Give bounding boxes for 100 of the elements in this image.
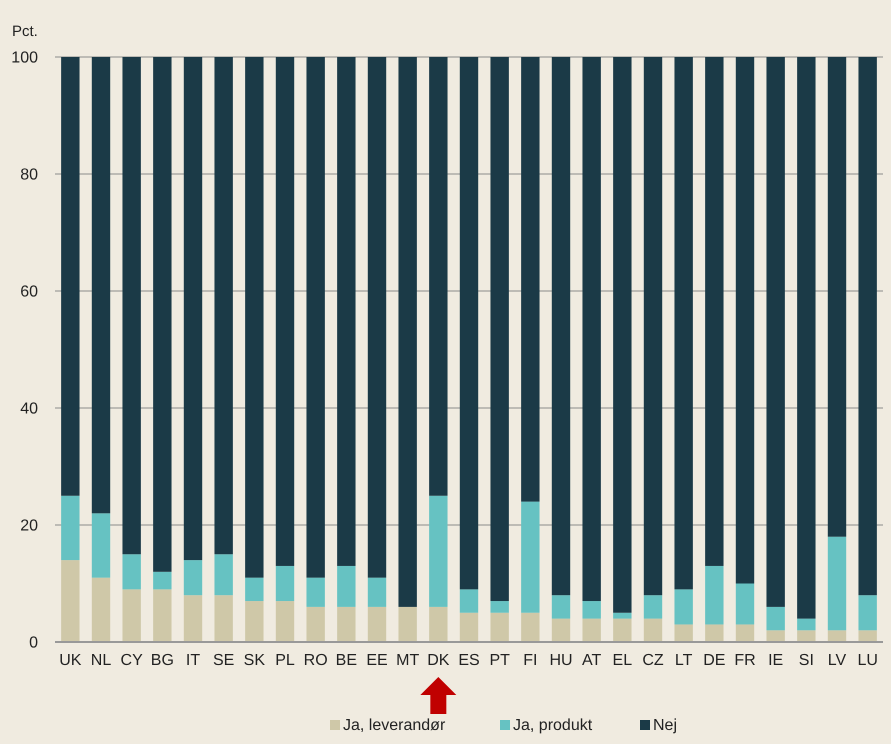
bar — [736, 57, 754, 584]
bar — [214, 57, 233, 554]
bar — [613, 612, 632, 619]
bar — [61, 496, 80, 560]
y-tick-label: 60 — [20, 284, 38, 301]
bar — [92, 57, 110, 514]
x-tick-label: IE — [768, 652, 784, 669]
bar — [797, 618, 816, 630]
y-tick-label: 100 — [11, 50, 38, 67]
x-tick-label: LV — [828, 652, 847, 669]
bar — [460, 589, 478, 613]
x-tick-label: PL — [275, 652, 295, 669]
bar — [705, 566, 724, 624]
x-tick-label: BE — [336, 652, 358, 669]
bar — [214, 554, 233, 596]
bar — [736, 624, 754, 642]
x-tick-label: FR — [734, 652, 756, 669]
x-tick-label: LU — [857, 652, 878, 669]
x-tick-label: EL — [612, 652, 632, 669]
bar — [276, 57, 294, 566]
x-tick-label: DE — [703, 652, 726, 669]
legend-label: Ja, leverandør — [343, 717, 446, 734]
bar — [644, 57, 662, 596]
bar — [705, 57, 724, 566]
bar — [705, 624, 724, 642]
bar — [582, 57, 601, 602]
x-tick-label: FI — [523, 652, 538, 669]
bar — [766, 606, 785, 630]
bar — [61, 57, 80, 496]
x-tick-label: RO — [304, 652, 328, 669]
legend-label: Ja, produkt — [513, 717, 593, 734]
bar — [552, 57, 570, 596]
x-tick-label: NL — [90, 652, 112, 669]
x-tick-label: LT — [674, 652, 693, 669]
bar — [521, 612, 540, 642]
bar — [214, 595, 233, 642]
bar — [306, 578, 325, 607]
bar — [552, 618, 570, 642]
bar — [92, 513, 110, 578]
bar — [674, 624, 693, 642]
bar — [521, 57, 540, 502]
bar — [122, 57, 141, 554]
bar — [122, 589, 141, 642]
y-axis-title: Pct. — [12, 23, 38, 40]
bar — [337, 606, 356, 642]
bar — [92, 578, 110, 642]
bar — [245, 57, 264, 578]
bar — [245, 601, 264, 642]
bar — [184, 595, 202, 642]
x-tick-label: IT — [186, 652, 200, 669]
bar — [582, 618, 601, 642]
bar — [398, 57, 417, 607]
bar — [184, 560, 202, 596]
bar — [858, 595, 877, 630]
bar — [276, 601, 294, 642]
bar — [306, 606, 325, 642]
bar — [429, 606, 448, 642]
bar — [153, 57, 172, 572]
x-tick-label: DK — [427, 652, 450, 669]
x-tick-label: ES — [458, 652, 480, 669]
bar — [337, 566, 356, 607]
x-tick-label: AT — [582, 652, 602, 669]
bar — [153, 572, 172, 590]
bar — [61, 560, 80, 642]
bar — [797, 630, 816, 642]
y-tick-label: 20 — [20, 518, 38, 535]
bar — [184, 57, 202, 560]
legend-label: Nej — [653, 717, 678, 734]
x-tick-label: MT — [396, 652, 420, 669]
bar — [429, 496, 448, 607]
bar — [766, 630, 785, 642]
bar — [490, 57, 509, 602]
bar — [460, 57, 478, 590]
x-tick-label: UK — [59, 652, 82, 669]
bar — [552, 595, 570, 619]
bar — [306, 57, 325, 578]
bar — [582, 601, 601, 619]
x-tick-label: EE — [366, 652, 388, 669]
bar — [245, 578, 264, 602]
bar — [644, 618, 662, 642]
bar — [122, 554, 141, 590]
bar — [368, 606, 386, 642]
bar — [766, 57, 785, 607]
y-tick-label: 0 — [29, 634, 38, 652]
bar — [674, 57, 693, 590]
x-tick-label: PT — [489, 652, 510, 669]
bar — [337, 57, 356, 566]
x-tick-label: HU — [549, 652, 573, 669]
bar — [797, 57, 816, 619]
x-tick-label: SE — [212, 652, 234, 669]
x-tick-label: BG — [150, 652, 174, 669]
bar — [153, 589, 172, 642]
bar — [828, 57, 846, 537]
bar — [398, 606, 417, 642]
bar — [276, 566, 294, 602]
bar — [736, 584, 754, 624]
y-tick-label: 80 — [20, 166, 38, 184]
x-tick-label: CY — [120, 652, 144, 669]
x-tick-label: SK — [244, 652, 266, 669]
x-tick-label: SI — [798, 652, 814, 669]
